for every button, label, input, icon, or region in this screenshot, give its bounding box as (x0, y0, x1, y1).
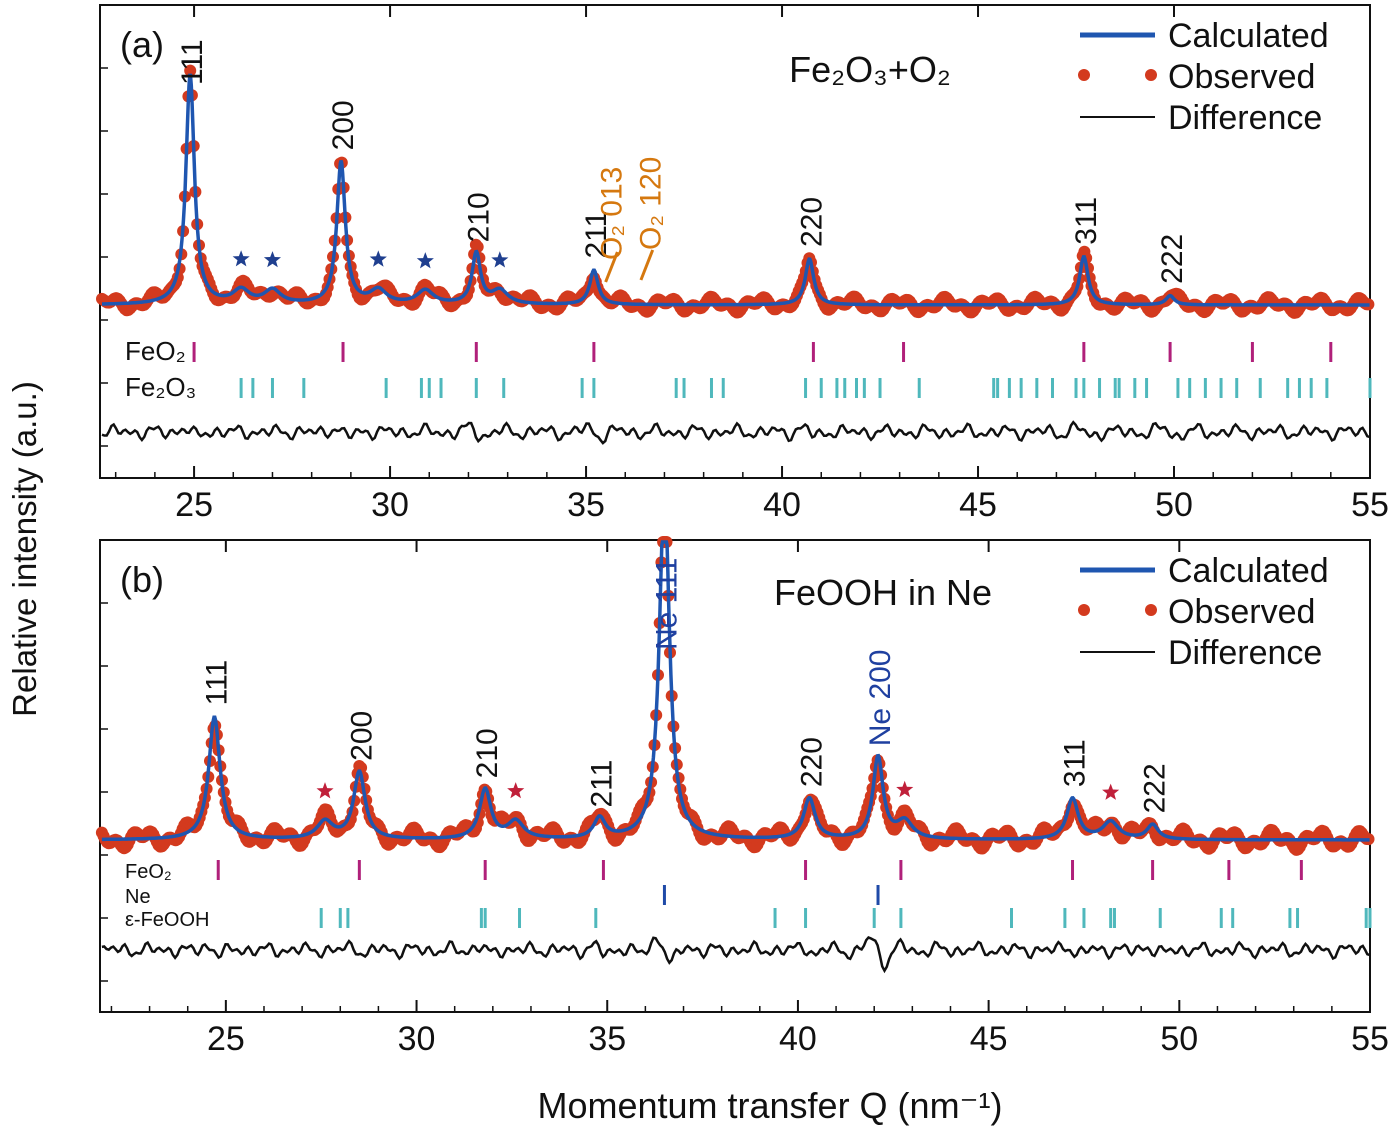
panel-a: 25 30 35 40 45 50 55 111 200 210 211 220 311 222 O₂ 01… (96, 4, 1389, 524)
legend-entry: Calculated (1168, 17, 1329, 55)
legend-entry: Difference (1168, 634, 1322, 672)
tick-row-label: FeO₂ (125, 336, 186, 366)
x-tick-label: 45 (959, 486, 997, 524)
star-marker (369, 250, 387, 267)
panel-title: Fe₂O₃+O₂ (789, 49, 951, 90)
x-tick-label: 45 (970, 1020, 1008, 1058)
x-axis-label: Momentum transfer Q (nm⁻¹) (537, 1085, 1003, 1126)
x-tick-label: 35 (588, 1020, 626, 1058)
star-marker (232, 250, 250, 267)
peak-label: 210 (462, 192, 495, 242)
peak-label: 220 (795, 737, 828, 787)
x-tick-label: 30 (398, 1020, 436, 1058)
plot-frame (99, 539, 1371, 1013)
legend-entry: Difference (1168, 99, 1322, 137)
x-tick-label: 40 (779, 1020, 817, 1058)
observed-point (184, 64, 197, 77)
x-tick-label: 25 (175, 486, 213, 524)
peak-label: 200 (327, 100, 360, 150)
tick-row-label: FeO₂ (125, 861, 172, 883)
peak-label: 311 (1070, 197, 1103, 245)
peak-label: 211 (586, 760, 619, 808)
x-tick-label: 55 (1351, 1020, 1389, 1058)
x-tick-label: 35 (567, 486, 605, 524)
star-marker (263, 251, 281, 268)
plot-frame (99, 4, 1371, 479)
peak-label: Ne 200 (864, 649, 897, 746)
star-marker (896, 780, 914, 798)
star-marker (1102, 783, 1120, 800)
difference-line (101, 420, 1370, 445)
peak-label: 111 (176, 39, 209, 85)
peak-label: 111 (200, 660, 233, 706)
legend-entry: Observed (1168, 58, 1315, 96)
panel-title: FeOOH in Ne (774, 572, 992, 613)
peak-label: 211 (580, 211, 613, 259)
o2-leader-line (604, 251, 619, 283)
panel-label: (b) (120, 559, 164, 600)
legend-entry: Observed (1168, 593, 1315, 631)
star-marker (316, 782, 334, 799)
legend-entry: Calculated (1168, 552, 1329, 590)
difference-line (101, 936, 1370, 974)
peak-label: 222 (1156, 234, 1189, 284)
legend-observed-swatch (1145, 69, 1157, 81)
calculated-line (101, 540, 1370, 842)
legend-observed-swatch (1145, 604, 1157, 616)
star-marker (416, 252, 434, 269)
star-marker (507, 782, 525, 799)
x-tick-label: 50 (1160, 1020, 1198, 1058)
x-tick-label: 40 (763, 486, 801, 524)
peak-label: Ne 111 (650, 558, 683, 650)
observed-point (471, 240, 484, 253)
o2-leader-line (639, 249, 655, 281)
tick-row-label: ε-FeOOH (125, 909, 209, 931)
calculated-line (102, 73, 1370, 307)
star-marker (491, 251, 509, 268)
peak-label: 210 (471, 728, 504, 778)
o2-peak-label: O₂ 013 (595, 167, 628, 260)
peak-label: 222 (1139, 763, 1172, 813)
x-tick-label: 25 (207, 1020, 245, 1058)
x-tick-label: 50 (1155, 486, 1193, 524)
panel-label: (a) (120, 24, 164, 65)
legend-observed-swatch (1078, 604, 1090, 616)
peak-label: 200 (345, 711, 378, 761)
panel-b: 25 30 35 40 45 50 55 111 200 210 211 220 311 222 Ne 11… (95, 536, 1389, 1058)
tick-row-label: Fe₂O₃ (125, 372, 196, 402)
peak-label: 220 (795, 197, 828, 247)
tick-row-label: Ne (125, 886, 151, 908)
x-tick-label: 30 (371, 486, 409, 524)
o2-peak-label: O₂ 120 (635, 157, 668, 250)
x-tick-label: 55 (1351, 486, 1389, 524)
peak-label: 311 (1059, 739, 1092, 787)
legend-observed-swatch (1078, 69, 1090, 81)
